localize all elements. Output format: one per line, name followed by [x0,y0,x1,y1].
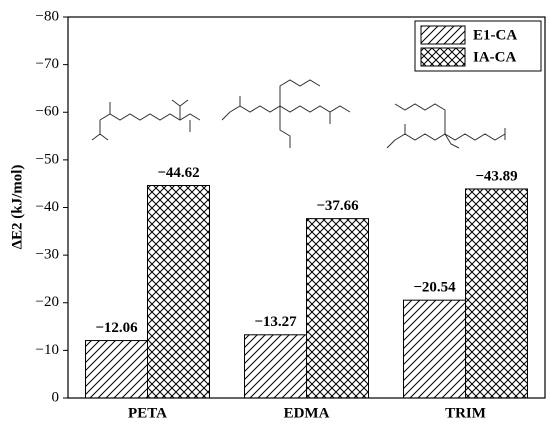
value-label: −37.66 [316,198,359,214]
legend-swatch [420,25,466,45]
value-label: −43.89 [475,168,517,184]
x-tick-label: EDMA [284,405,330,421]
bar [403,299,466,399]
value-label: −44.62 [157,165,199,181]
bar [147,184,210,399]
bar [465,188,528,399]
value-label: −12.06 [95,320,138,336]
molecules [91,79,506,149]
y-tick-label: −20 [36,294,59,310]
legend-label: IA-CA [473,49,516,65]
value-label: −20.54 [413,280,456,296]
y-tick-label: −40 [36,199,59,215]
legend-label: E1-CA [473,27,517,43]
y-tick-label: −60 [36,104,59,120]
y-tick-label: 0 [52,389,60,405]
x-tick-label: TRIM [445,405,486,421]
bar [306,218,369,399]
bar [244,334,307,399]
y-tick-label: −50 [36,151,59,167]
y-tick-label: −30 [36,247,59,263]
value-label: −13.27 [254,314,297,330]
y-tick-label: −80 [36,8,59,24]
legend-swatch [420,47,466,67]
y-tick-label: −70 [36,56,59,72]
x-tick-label: PETA [128,405,167,421]
y-tick-label: −10 [36,342,59,358]
bar [85,340,148,399]
y-axis-label: ΔE2 (kJ/mol) [9,165,25,250]
plot-frame [67,16,546,399]
